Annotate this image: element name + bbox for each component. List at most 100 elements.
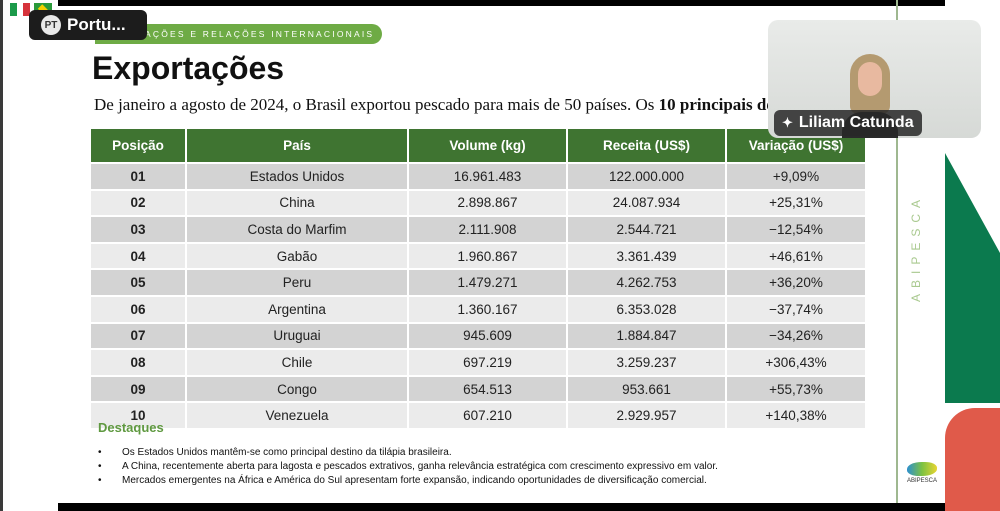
cell-country: Chile <box>187 348 409 375</box>
table-row: 05 Peru 1.479.271 4.262.753 +36,20% <box>91 268 865 295</box>
cell-volume: 607.210 <box>409 401 568 428</box>
subtitle-bold: 10 principais des <box>658 95 781 114</box>
cell-country: Estados Unidos <box>187 162 409 189</box>
table-row: 10 Venezuela 607.210 2.929.957 +140,38% <box>91 401 865 428</box>
cell-variation: −34,26% <box>727 321 865 349</box>
header-revenue: Receita (US$) <box>568 129 727 162</box>
cell-revenue: 2.544.721 <box>568 215 727 242</box>
cell-country: Argentina <box>187 294 409 322</box>
cell-revenue: 3.259.237 <box>568 348 727 375</box>
header-volume: Volume (kg) <box>409 129 568 162</box>
table-row: 04 Gabão 1.960.867 3.361.439 +46,61% <box>91 241 865 269</box>
slide-subtitle: De janeiro a agosto de 2024, o Brasil ex… <box>94 95 781 115</box>
cell-position: 07 <box>91 321 187 349</box>
cell-variation: +140,38% <box>727 401 865 428</box>
cell-revenue: 6.353.028 <box>568 294 727 322</box>
highlights-list: • Os Estados Unidos mantêm-se como princi… <box>98 445 718 487</box>
highlight-text: A China, recentemente aberta para lagost… <box>122 460 718 472</box>
cell-revenue: 24.087.934 <box>568 188 727 216</box>
cell-position: 09 <box>91 374 187 402</box>
cell-revenue: 1.884.847 <box>568 321 727 349</box>
cell-revenue: 4.262.753 <box>568 268 727 295</box>
cell-volume: 1.479.271 <box>409 268 568 295</box>
participant-name-tag: ✦ Liliam Catunda <box>774 110 922 136</box>
cell-revenue: 122.000.000 <box>568 162 727 189</box>
subtitle-text: De janeiro a agosto de 2024, o Brasil ex… <box>94 95 659 114</box>
cell-volume: 16.961.483 <box>409 162 568 189</box>
section-label: AÇÕES E RELAÇÕES INTERNACIONAIS <box>95 24 382 44</box>
abipesca-logo: ABIPESCA <box>902 462 942 484</box>
table-row: 09 Congo 654.513 953.661 +55,73% <box>91 374 865 402</box>
cell-volume: 2.898.867 <box>409 188 568 216</box>
cell-country: Gabão <box>187 241 409 269</box>
cell-volume: 1.360.167 <box>409 294 568 322</box>
cell-variation: +306,43% <box>727 348 865 375</box>
top-bar <box>58 0 945 6</box>
cell-volume: 654.513 <box>409 374 568 402</box>
cell-revenue: 2.929.957 <box>568 401 727 428</box>
bottom-bar <box>58 503 945 511</box>
cell-position: 06 <box>91 294 187 322</box>
table-row: 02 China 2.898.867 24.087.934 +25,31% <box>91 188 865 216</box>
cell-revenue: 953.661 <box>568 374 727 402</box>
table-row: 06 Argentina 1.360.167 6.353.028 −37,74% <box>91 294 865 322</box>
participant-name: Liliam Catunda <box>798 114 914 131</box>
cell-volume: 697.219 <box>409 348 568 375</box>
cell-position: 02 <box>91 188 187 216</box>
cell-country: Uruguai <box>187 321 409 349</box>
table-row: 03 Costa do Marfim 2.111.908 2.544.721 −12,5… <box>91 215 865 242</box>
window-border <box>0 0 3 511</box>
bullet-icon: • <box>98 474 102 486</box>
cell-volume: 945.609 <box>409 321 568 349</box>
cell-position: 01 <box>91 162 187 189</box>
cell-country: China <box>187 188 409 216</box>
language-selector[interactable]: PT Portu... <box>29 10 147 40</box>
highlight-text: Mercados emergentes na África e América … <box>122 474 707 486</box>
cell-volume: 2.111.908 <box>409 215 568 242</box>
list-item: • A China, recentemente aberta para lagos… <box>98 459 718 473</box>
slide-title: Exportações <box>92 50 285 86</box>
cell-position: 08 <box>91 348 187 375</box>
cell-revenue: 3.361.439 <box>568 241 727 269</box>
red-decoration <box>945 408 1000 511</box>
brand-vertical-text: ABIPESCA <box>909 193 923 303</box>
cell-variation: +9,09% <box>727 162 865 189</box>
cell-country: Costa do Marfim <box>187 215 409 242</box>
header-country: País <box>187 129 409 162</box>
cell-variation: +25,31% <box>727 188 865 216</box>
participant-video-tile[interactable]: ✦ Liliam Catunda <box>768 20 981 138</box>
list-item: • Os Estados Unidos mantêm-se como princi… <box>98 445 718 459</box>
table-row: 01 Estados Unidos 16.961.483 122.000.000 +9,… <box>91 162 865 189</box>
highlight-text: Os Estados Unidos mantêm-se como princip… <box>122 446 452 458</box>
cell-variation: −12,54% <box>727 215 865 242</box>
cell-volume: 1.960.867 <box>409 241 568 269</box>
highlights-title: Destaques <box>98 420 164 435</box>
exports-table: Posição País Volume (kg) Receita (US$) V… <box>91 129 865 428</box>
cell-country: Peru <box>187 268 409 295</box>
pin-icon[interactable]: ✦ <box>782 115 793 130</box>
italy-flag-icon[interactable] <box>10 3 31 16</box>
cell-country: Venezuela <box>187 401 409 428</box>
cell-position: 10 <box>91 401 187 428</box>
green-decoration <box>945 153 1000 403</box>
cell-variation: +36,20% <box>727 268 865 295</box>
list-item: • Mercados emergentes na África e América… <box>98 473 718 487</box>
language-label: Portu... <box>67 15 126 34</box>
cell-variation: +55,73% <box>727 374 865 402</box>
logo-label: ABIPESCA <box>906 478 937 484</box>
table-row: 08 Chile 697.219 3.259.237 +306,43% <box>91 348 865 375</box>
cell-variation: −37,74% <box>727 294 865 322</box>
cell-position: 05 <box>91 268 187 295</box>
cell-country: Congo <box>187 374 409 402</box>
table-row: 07 Uruguai 945.609 1.884.847 −34,26% <box>91 321 865 349</box>
bullet-icon: • <box>98 460 102 472</box>
table-header-row: Posição País Volume (kg) Receita (US$) V… <box>91 129 865 162</box>
fish-logo-icon <box>907 462 937 476</box>
bullet-icon: • <box>98 446 102 458</box>
cell-variation: +46,61% <box>727 241 865 269</box>
cell-position: 04 <box>91 241 187 269</box>
header-position: Posição <box>91 129 187 162</box>
cell-position: 03 <box>91 215 187 242</box>
divider-line <box>896 0 898 503</box>
language-code-badge: PT <box>41 15 61 35</box>
